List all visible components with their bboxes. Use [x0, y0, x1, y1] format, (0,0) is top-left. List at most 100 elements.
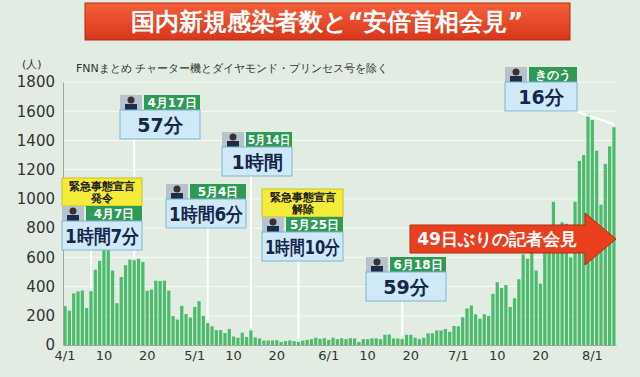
- bar: [305, 340, 308, 345]
- pointer-line: [297, 261, 299, 339]
- tick-label: 800: [26, 219, 55, 237]
- tick: 10: [359, 345, 376, 363]
- icon-body: [125, 104, 137, 110]
- date-box: [144, 95, 200, 110]
- bar: [146, 291, 149, 345]
- icon-body: [267, 226, 279, 232]
- bar: [392, 338, 395, 345]
- bar: [383, 335, 386, 345]
- tick: 200: [26, 307, 63, 325]
- bar: [202, 316, 205, 345]
- date-box: [246, 132, 292, 147]
- pointer-line: [401, 301, 403, 336]
- tick-label: 10: [359, 348, 376, 363]
- bar: [141, 262, 144, 345]
- bar: [197, 301, 200, 345]
- tick-label: 8/1: [582, 348, 603, 363]
- duration-label: 1時間6分: [169, 203, 244, 225]
- tick-label: 600: [26, 249, 55, 267]
- tick-label: 6/1: [318, 348, 339, 363]
- bar: [111, 271, 114, 345]
- bar: [314, 338, 317, 345]
- bar: [366, 339, 369, 345]
- bar: [159, 281, 162, 345]
- bar: [120, 277, 123, 345]
- duration-label: 59分: [383, 276, 429, 298]
- bar: [180, 306, 183, 345]
- tick: 20: [532, 345, 549, 363]
- duration-label: 1時間: [231, 151, 282, 173]
- bar: [271, 340, 274, 345]
- tick: 10: [96, 345, 113, 363]
- duration-box: [262, 232, 343, 261]
- bar: [72, 293, 75, 345]
- portrait-icon: [222, 132, 244, 147]
- bar: [297, 342, 300, 345]
- date-label: 5月25日: [290, 218, 339, 232]
- bar: [375, 338, 378, 345]
- tick: 7/1: [448, 345, 469, 363]
- date-label: 6月18日: [393, 258, 442, 272]
- bar: [396, 338, 399, 345]
- bar: [362, 339, 365, 345]
- icon-body: [510, 76, 522, 82]
- tick: 10: [225, 345, 242, 363]
- bar: [487, 316, 490, 345]
- icon-head: [70, 208, 77, 215]
- bar: [491, 294, 494, 345]
- bar: [470, 306, 473, 345]
- bar: [344, 339, 347, 345]
- bar: [228, 329, 231, 345]
- date-box: [390, 257, 446, 272]
- portrait-icon: [366, 257, 388, 272]
- bar: [206, 323, 209, 345]
- bar: [171, 316, 174, 345]
- tick-label: 1200: [17, 161, 55, 179]
- bar: [483, 314, 486, 345]
- bar: [258, 338, 261, 345]
- bar: [236, 338, 239, 345]
- tick: 400: [26, 278, 63, 296]
- chart-container: 0200400600800100012001400160018004/11020…: [0, 0, 640, 377]
- tick-label: 1400: [17, 132, 55, 150]
- tick: 6/1: [318, 345, 339, 363]
- portrait-icon: [62, 206, 84, 221]
- bar: [254, 337, 257, 345]
- annotation: きのう16分: [505, 67, 577, 111]
- annotations: 緊急事態宣言発令4月7日1時間7分4月17日57分5月4日1時間6分5月14日1…: [62, 67, 577, 301]
- tick: 4/1: [55, 345, 76, 363]
- bar: [604, 164, 607, 345]
- bar: [331, 338, 334, 345]
- pointer-line: [90, 250, 92, 288]
- bar: [133, 260, 136, 345]
- portrait-icon: [166, 184, 188, 199]
- bar: [439, 330, 442, 345]
- portrait-icon: [262, 217, 284, 232]
- event-label: 解除: [291, 203, 315, 216]
- tick-label: 1600: [17, 103, 55, 121]
- bar: [401, 339, 404, 345]
- tick: 1600: [17, 103, 63, 121]
- bar: [215, 330, 218, 345]
- bar: [154, 281, 157, 345]
- grid-line: [63, 140, 616, 141]
- duration-box: [222, 147, 292, 176]
- icon-body: [67, 215, 79, 221]
- bar: [81, 291, 84, 345]
- duration-label: 1時間10分: [265, 236, 341, 258]
- tick: 10: [489, 345, 506, 363]
- bars: [63, 114, 615, 345]
- duration-label: 1時間7分: [65, 225, 140, 247]
- bar: [163, 281, 166, 345]
- icon-bg: [366, 257, 388, 272]
- bar: [478, 319, 481, 345]
- tick: 20: [403, 345, 420, 363]
- bar: [435, 330, 438, 345]
- icon-body: [227, 141, 239, 147]
- arrow-shape: [410, 213, 616, 265]
- bar: [232, 337, 235, 345]
- tick-label: 10: [489, 348, 506, 363]
- highlight-arrow: 49日ぶりの記者会見: [410, 213, 616, 265]
- grid: [63, 82, 616, 345]
- bar: [76, 291, 79, 345]
